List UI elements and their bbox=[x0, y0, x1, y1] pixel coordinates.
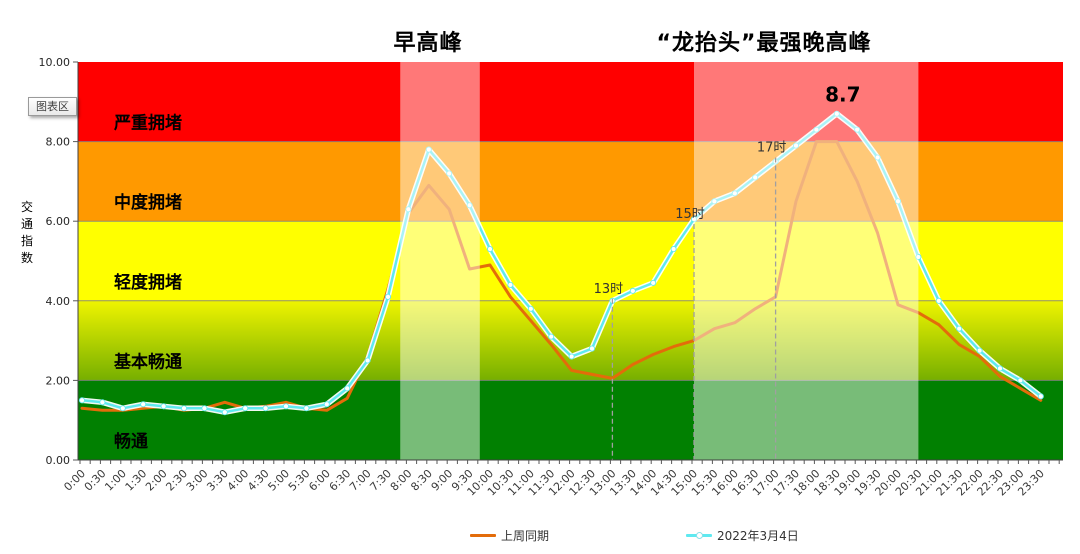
series-marker bbox=[690, 216, 698, 223]
x-tick-label: 4:00 bbox=[225, 467, 252, 494]
zone-label: 严重拥堵 bbox=[114, 113, 182, 134]
series-marker bbox=[486, 246, 494, 253]
x-tick-label: 8:30 bbox=[408, 467, 435, 494]
x-tick-label: 0:00 bbox=[61, 467, 88, 494]
series-marker bbox=[140, 401, 147, 408]
series-marker bbox=[833, 110, 840, 117]
series-marker bbox=[425, 146, 432, 153]
series-marker bbox=[752, 174, 759, 181]
y-tick-label: 6.00 bbox=[46, 215, 71, 228]
series-marker bbox=[446, 170, 453, 177]
legend-label-last-week: 上周同期 bbox=[501, 528, 550, 543]
series-marker bbox=[915, 253, 922, 261]
series-marker bbox=[731, 190, 738, 197]
legend-label-today: 2022年3月4日 bbox=[717, 528, 799, 543]
series-marker bbox=[99, 399, 106, 406]
legend-swatch-today bbox=[686, 531, 712, 539]
x-tick-label: 9:00 bbox=[429, 467, 456, 494]
series-marker bbox=[221, 409, 228, 416]
series-marker bbox=[527, 305, 534, 312]
y-tick-label: 0.00 bbox=[46, 454, 71, 467]
zone-label: 中度拥堵 bbox=[114, 192, 182, 213]
series-marker bbox=[405, 206, 412, 213]
y-tick-label: 8.00 bbox=[46, 136, 71, 149]
y-tick-label: 10.00 bbox=[39, 56, 71, 69]
x-tick-label: 1:30 bbox=[123, 467, 150, 494]
zone-band-0 bbox=[78, 62, 1063, 142]
series-marker bbox=[792, 142, 800, 149]
series-line-1 bbox=[80, 112, 1043, 414]
legend-item-last-week[interactable]: 上周同期 bbox=[470, 527, 549, 543]
x-tick-label: 2:30 bbox=[163, 467, 190, 494]
series-marker bbox=[466, 202, 473, 209]
y-axis-title: 交 通 指 数 bbox=[20, 200, 33, 265]
legend-item-today[interactable]: 2022年3月4日 bbox=[686, 527, 799, 543]
y-tick-label: 2.00 bbox=[46, 374, 71, 387]
zone-band-2 bbox=[78, 221, 1063, 301]
series-marker bbox=[711, 198, 718, 205]
series-marker bbox=[160, 403, 167, 410]
x-tick-label: 3:00 bbox=[184, 467, 211, 494]
time-marker-label: 13时 bbox=[594, 282, 624, 297]
highlight-band-0 bbox=[400, 62, 480, 460]
zone-band-4 bbox=[78, 380, 1063, 460]
series-marker bbox=[384, 293, 392, 300]
series-marker bbox=[1037, 393, 1044, 400]
series-marker bbox=[303, 405, 310, 412]
x-tick-label: 5:30 bbox=[286, 467, 313, 494]
series-marker bbox=[976, 347, 983, 354]
series-marker bbox=[996, 365, 1004, 372]
peak-value-label: 8.7 bbox=[825, 83, 860, 107]
x-tick-label: 0:30 bbox=[82, 467, 109, 494]
series-marker bbox=[650, 279, 657, 286]
series-marker bbox=[854, 126, 861, 133]
time-marker-label: 15时 bbox=[675, 207, 705, 222]
x-tick-label: 2:00 bbox=[143, 467, 170, 494]
x-tick-label: 3:30 bbox=[204, 467, 231, 494]
x-tick-label: 5:00 bbox=[265, 467, 292, 494]
series-marker bbox=[344, 385, 351, 392]
x-tick-label: 7:30 bbox=[367, 467, 394, 494]
x-tick-label: 7:00 bbox=[347, 467, 374, 494]
series-marker bbox=[568, 353, 575, 360]
evening-peak-title: “龙抬头”最强晚高峰 bbox=[656, 31, 872, 56]
zone-label: 畅通 bbox=[114, 431, 148, 452]
series-marker bbox=[180, 405, 188, 412]
series-marker bbox=[262, 405, 269, 412]
x-tick-label: 6:30 bbox=[327, 467, 354, 494]
series-marker bbox=[282, 403, 290, 410]
morning-peak-title: 早高峰 bbox=[393, 31, 463, 56]
legend-swatch-last-week bbox=[470, 533, 496, 537]
x-tick-label: 8:00 bbox=[388, 467, 415, 494]
series-marker bbox=[956, 325, 963, 332]
highlight-band-1 bbox=[694, 62, 919, 460]
series-marker bbox=[813, 126, 820, 133]
series-marker bbox=[78, 397, 86, 404]
series-marker bbox=[670, 246, 677, 253]
series-marker bbox=[588, 345, 596, 352]
zone-label: 基本畅通 bbox=[113, 351, 182, 372]
series-marker bbox=[119, 405, 126, 412]
y-tick-label: 4.00 bbox=[46, 295, 71, 308]
series-marker bbox=[507, 281, 514, 288]
x-tick-label: 4:30 bbox=[245, 467, 272, 494]
series-marker bbox=[548, 333, 555, 340]
series-marker bbox=[935, 297, 942, 304]
series-marker bbox=[1017, 377, 1024, 384]
series-marker bbox=[242, 405, 249, 412]
time-marker-label: 17时 bbox=[757, 141, 787, 156]
series-marker bbox=[874, 154, 881, 161]
legend-marker-dot bbox=[696, 531, 703, 539]
x-tick-label: 6:00 bbox=[306, 467, 333, 494]
series-marker bbox=[201, 405, 208, 412]
series-marker bbox=[364, 357, 371, 364]
zone-label: 轻度拥堵 bbox=[114, 272, 182, 293]
series-marker bbox=[629, 287, 636, 294]
chart-area-tooltip: 图表区 bbox=[28, 97, 77, 116]
series-marker bbox=[894, 198, 902, 205]
x-tick-label: 1:00 bbox=[102, 467, 129, 494]
series-marker bbox=[323, 401, 330, 408]
